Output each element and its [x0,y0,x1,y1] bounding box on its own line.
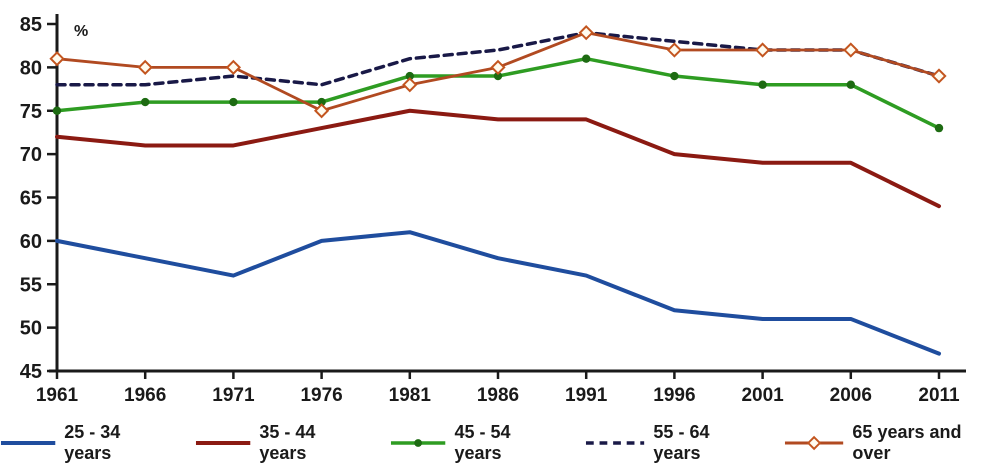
legend-item-65-over: 65 years and over [784,422,1000,464]
marker-diamond [225,59,242,75]
legend-swatch-35-44-line-icon [196,441,251,445]
marker-diamond [578,25,594,41]
y-tick-label: 60 [20,231,42,253]
x-tick-label: 1976 [300,385,342,406]
marker-diamond [666,42,683,58]
x-tick-label: 2001 [741,385,784,406]
y-tick-label: 75 [20,101,42,123]
y-tick-label: 70 [20,144,42,166]
legend-item-55-64: 55 - 64 years [585,422,758,464]
marker-dot [52,106,62,115]
legend-label-65-over: 65 years and over [852,422,962,463]
marker-diamond [313,103,330,119]
marker-dot [582,54,591,63]
marker-dot [846,80,855,89]
legend-label-25-34: 25 - 34 years [64,422,121,463]
x-tick-label: 2011 [918,385,960,406]
marker-dot [934,123,944,133]
y-tick-label: 85 [20,14,42,36]
legend-swatch-65-over-line-diamond-icon [785,435,844,451]
x-tick-label: 2006 [830,385,872,406]
marker-diamond [402,77,418,93]
legend-label-55-64: 55 - 64 years [653,422,710,463]
x-tick-label: 1981 [389,385,432,406]
chart-legend: 25 - 34 years 35 - 44 years 45 - 54 year… [0,421,1000,465]
marker-dot [141,97,150,107]
x-tick-label: 1996 [653,385,695,406]
marker-diamond [843,42,859,58]
marker-diamond [754,42,771,58]
marker-dot [229,97,238,107]
legend-swatch-45-54-line-dot-icon [391,439,446,447]
marker-dot [405,71,414,81]
legend-item-25-34: 25 - 34 years [0,422,169,464]
marker-diamond [931,68,947,84]
series-line-0 [55,230,941,356]
legend-swatch-55-64-dashed-line-icon [586,441,645,445]
marker-dot [493,71,503,81]
series-line-1 [55,108,941,209]
x-tick-label: 1961 [36,385,79,406]
legend-item-35-44: 35 - 44 years [195,422,364,464]
line-chart: 45 50 55 60 65 70 75 80 85 1961 1966 1971 1976 1981 19… [20,14,966,406]
y-tick-label: 65 [20,188,42,210]
marker-dot [670,71,679,81]
x-tick-label: 1966 [124,385,166,406]
y-tick-label: 50 [20,318,42,340]
legend-label-45-54: 45 - 54 years [454,422,511,463]
x-tick-label: 1971 [212,385,255,406]
marker-diamond [490,59,506,75]
y-tick-label: 45 [20,361,42,383]
x-tick-label: 1986 [477,385,519,406]
legend-label-35-44: 35 - 44 years [259,422,316,463]
marker-dot [758,80,767,89]
legend-swatch-25-34-line-icon [0,441,56,445]
x-tick-label: 1991 [565,385,608,406]
marker-diamond [137,59,153,75]
y-tick-label: 55 [20,274,42,296]
marker-diamond [49,51,65,67]
y-axis-unit-label: % [74,23,88,40]
marker-dot [317,97,326,107]
y-tick-label: 80 [20,57,42,79]
legend-item-45-54: 45 - 54 years [390,422,559,464]
